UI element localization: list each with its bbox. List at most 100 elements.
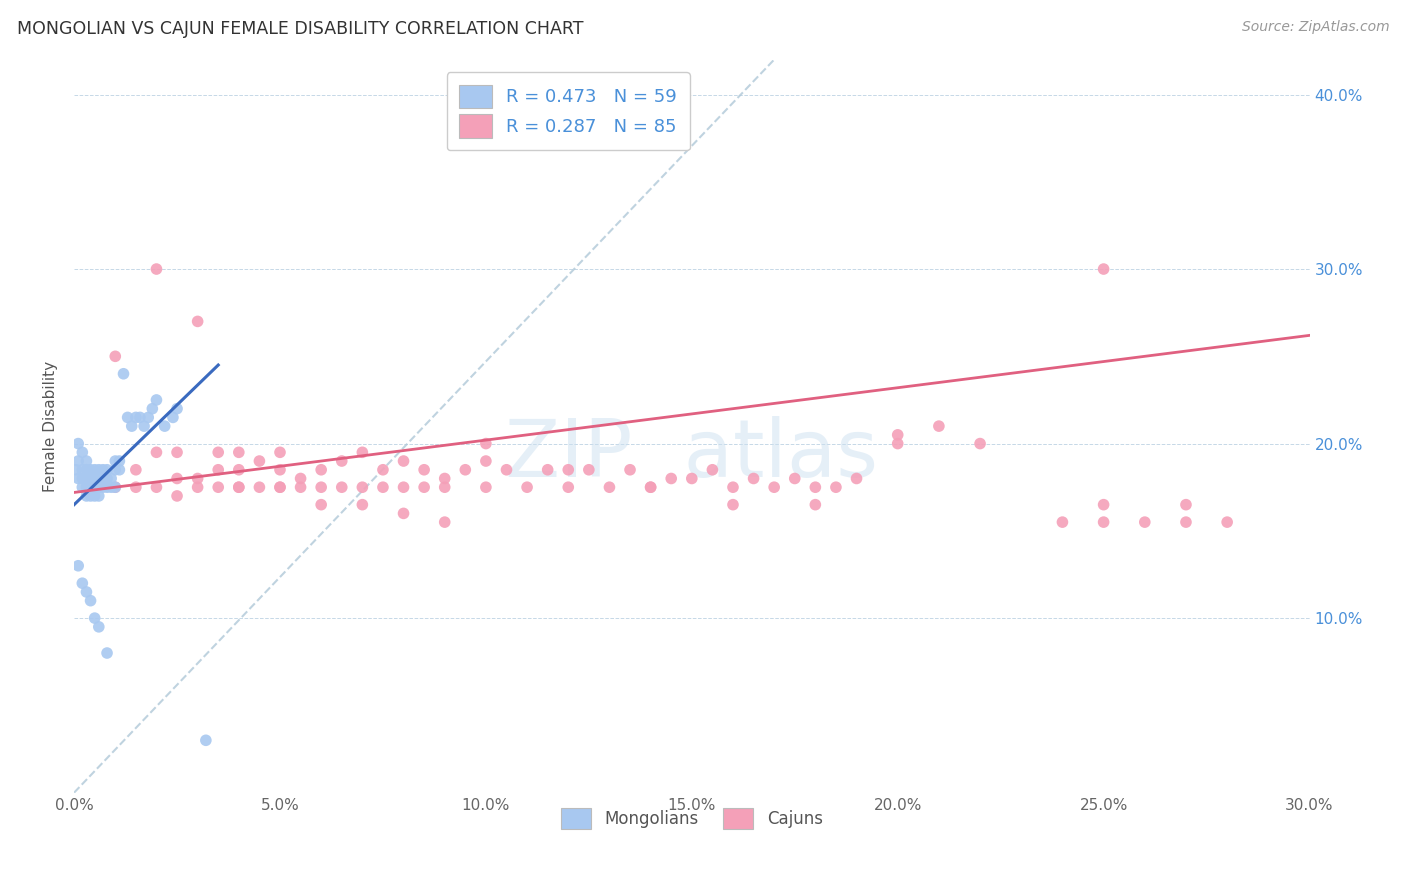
Point	[67, 454, 90, 468]
Point	[309, 498, 332, 512]
Point	[269, 463, 291, 477]
Point	[207, 480, 229, 494]
Point	[413, 480, 436, 494]
Point	[108, 463, 131, 477]
Point	[804, 498, 827, 512]
Point	[721, 498, 744, 512]
Point	[537, 463, 560, 477]
Point	[330, 454, 353, 468]
Point	[1092, 262, 1115, 277]
Point	[228, 445, 250, 459]
Point	[702, 463, 724, 477]
Point	[475, 480, 498, 494]
Point	[228, 480, 250, 494]
Point	[659, 471, 682, 485]
Point	[557, 463, 579, 477]
Point	[598, 480, 620, 494]
Point	[392, 454, 415, 468]
Point	[87, 620, 110, 634]
Point	[454, 463, 477, 477]
Point	[100, 480, 122, 494]
Point	[72, 445, 94, 459]
Point	[413, 463, 436, 477]
Point	[72, 480, 94, 494]
Point	[392, 507, 415, 521]
Point	[619, 463, 641, 477]
Point	[247, 480, 270, 494]
Point	[83, 480, 105, 494]
Point	[87, 489, 110, 503]
Point	[187, 314, 209, 328]
Point	[75, 480, 97, 494]
Point	[96, 471, 118, 485]
Point	[104, 463, 127, 477]
Point	[83, 471, 105, 485]
Point	[742, 471, 765, 485]
Point	[825, 480, 848, 494]
Point	[91, 471, 114, 485]
Point	[112, 367, 135, 381]
Point	[309, 480, 332, 494]
Point	[162, 410, 184, 425]
Point	[75, 585, 97, 599]
Y-axis label: Female Disability: Female Disability	[44, 360, 58, 491]
Point	[72, 463, 94, 477]
Point	[290, 480, 312, 494]
Point	[392, 480, 415, 494]
Point	[247, 454, 270, 468]
Point	[269, 480, 291, 494]
Point	[330, 480, 353, 494]
Point	[433, 515, 456, 529]
Point	[1092, 498, 1115, 512]
Text: MONGOLIAN VS CAJUN FEMALE DISABILITY CORRELATION CHART: MONGOLIAN VS CAJUN FEMALE DISABILITY COR…	[17, 20, 583, 37]
Point	[121, 419, 143, 434]
Point	[108, 454, 131, 468]
Point	[166, 471, 188, 485]
Point	[72, 471, 94, 485]
Point	[516, 480, 538, 494]
Point	[153, 419, 176, 434]
Point	[96, 463, 118, 477]
Point	[83, 463, 105, 477]
Point	[145, 262, 167, 277]
Point	[104, 480, 127, 494]
Point	[475, 436, 498, 450]
Legend: Mongolians, Cajuns: Mongolians, Cajuns	[554, 801, 830, 836]
Point	[928, 419, 950, 434]
Point	[290, 471, 312, 485]
Point	[79, 471, 101, 485]
Point	[886, 436, 908, 450]
Point	[845, 471, 868, 485]
Point	[228, 480, 250, 494]
Point	[87, 480, 110, 494]
Point	[125, 463, 148, 477]
Point	[91, 480, 114, 494]
Point	[136, 410, 159, 425]
Point	[75, 471, 97, 485]
Point	[83, 611, 105, 625]
Point	[194, 733, 217, 747]
Point	[578, 463, 600, 477]
Point	[557, 480, 579, 494]
Point	[79, 480, 101, 494]
Point	[79, 593, 101, 607]
Point	[1052, 515, 1074, 529]
Point	[141, 401, 163, 416]
Point	[104, 480, 127, 494]
Point	[1175, 515, 1198, 529]
Point	[83, 480, 105, 494]
Point	[75, 454, 97, 468]
Point	[79, 489, 101, 503]
Point	[145, 392, 167, 407]
Point	[75, 489, 97, 503]
Point	[309, 463, 332, 477]
Point	[969, 436, 991, 450]
Point	[83, 489, 105, 503]
Point	[433, 471, 456, 485]
Point	[187, 471, 209, 485]
Point	[1133, 515, 1156, 529]
Point	[125, 410, 148, 425]
Point	[1175, 498, 1198, 512]
Point	[67, 436, 90, 450]
Point	[640, 480, 662, 494]
